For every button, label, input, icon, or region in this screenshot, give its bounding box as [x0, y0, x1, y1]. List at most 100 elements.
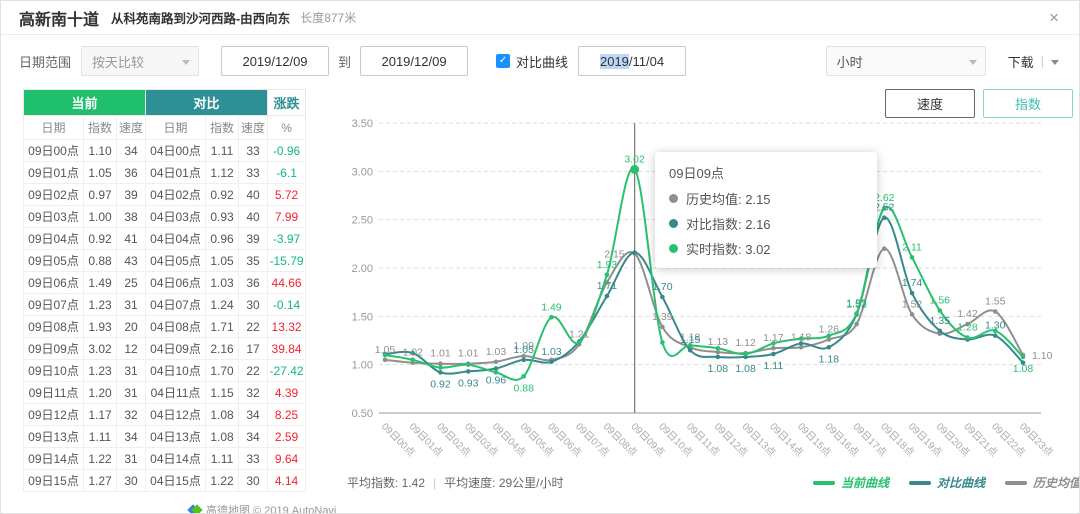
tooltip-row-text: 对比指数: 2.16 [686, 217, 771, 232]
table-cell: 1.24 [205, 293, 240, 316]
table-cell: 1.05 [83, 161, 117, 184]
table-cell: -0.96 [267, 139, 307, 162]
hourly-data-table: 当前 对比 涨跌 日期 指数 速度 日期 指数 速度% 09日00点 1.10 34 04日00… [22, 89, 307, 492]
end-date-value: 2019/12/09 [381, 53, 447, 69]
table-cell: -15.79 [267, 249, 307, 272]
download-button[interactable]: 下载 | [1008, 52, 1059, 71]
table-cell: 1.08 [205, 403, 240, 426]
series-dot-icon [669, 244, 678, 253]
legend-item[interactable]: 历史均值 [1004, 474, 1079, 491]
svg-text:1.21: 1.21 [569, 328, 590, 340]
granularity-value: 小时 [836, 54, 863, 70]
svg-text:1.28: 1.28 [957, 322, 978, 334]
svg-text:0.96: 0.96 [486, 375, 507, 387]
table-row: 09日12点 1.17 32 04日12点 1.08 34 8.25 [23, 403, 307, 426]
avg-speed-stat: 平均速度: 29公里/小时 [444, 476, 564, 490]
table-cell: 04日06点 [145, 271, 207, 294]
close-icon[interactable]: × [1049, 8, 1059, 27]
svg-text:1.74: 1.74 [902, 277, 923, 289]
table-cell: 1.71 [205, 315, 240, 338]
table-cell: 31 [115, 447, 147, 470]
compare-date-year-selected: 2019 [599, 53, 629, 69]
table-cell: -3.97 [267, 227, 307, 250]
granularity-select[interactable]: 小时 [825, 46, 986, 76]
table-cell: 25 [115, 271, 147, 294]
table-row: 09日05点 0.88 43 04日05点 1.05 35 -15.79 [23, 249, 307, 272]
compare-group-header: 对比 [145, 89, 269, 116]
series-dot-icon [669, 219, 678, 228]
table-cell: 04日11点 [145, 381, 207, 404]
svg-text:1.02: 1.02 [403, 347, 424, 359]
table-cell: 09日14点 [23, 447, 84, 470]
table-cell: 43 [115, 249, 147, 272]
table-cell: 22 [238, 315, 269, 338]
table-cell: 1.03 [205, 271, 240, 294]
table-cell: 2.59 [267, 425, 307, 448]
table-cell: 40 [238, 183, 269, 206]
table-row: 09日00点 1.10 34 04日00点 1.11 33 -0.96 [23, 139, 307, 162]
table-cell: -6.1 [267, 161, 307, 184]
table-cell: 1.11 [83, 425, 117, 448]
table-cell: 33 [238, 447, 269, 470]
svg-text:1.55: 1.55 [985, 296, 1006, 308]
table-cell: 04日07点 [145, 293, 207, 316]
table-cell: 1.05 [205, 249, 240, 272]
tooltip-row: 对比指数: 2.16 [669, 214, 863, 233]
end-date-input[interactable]: 2019/12/09 [360, 46, 469, 76]
table-cell: -27.42 [267, 359, 307, 382]
svg-text:1.03: 1.03 [541, 346, 562, 358]
table-cell: 1.27 [83, 469, 117, 492]
legend-swatch-icon [1004, 480, 1027, 485]
speed-tab-button[interactable]: 速度 [885, 89, 975, 118]
compare-date-input[interactable]: 2019/11/04 [578, 46, 687, 76]
table-cell: 09日11点 [23, 381, 84, 404]
table-cell: 4.14 [267, 469, 307, 492]
compare-curve-checkbox[interactable]: ✓ [496, 54, 511, 68]
table-cell: 13.32 [267, 315, 307, 338]
table-cell: 09日01点 [23, 161, 84, 184]
svg-text:1.13: 1.13 [708, 336, 729, 348]
table-cell: 09日08点 [23, 315, 84, 338]
table-cell: 1.11 [205, 139, 240, 162]
table-cell: 31 [115, 293, 147, 316]
table-cell: 36 [238, 271, 269, 294]
table-cell: 1.70 [205, 359, 240, 382]
table-cell: 1.08 [205, 425, 240, 448]
table-cell: 1.20 [83, 381, 117, 404]
table-cell: 36 [115, 161, 147, 184]
line-chart-canvas[interactable]: 0.501.001.502.002.503.003.5009日00点09日01点… [341, 86, 1080, 514]
table-cell: 32 [115, 403, 147, 426]
column-header: % [267, 115, 307, 140]
table-row: 09日11点 1.20 31 04日11点 1.15 32 4.39 [23, 381, 307, 404]
table-cell: 09日00点 [23, 139, 84, 162]
compare-mode-select[interactable]: 按天比较 [81, 46, 200, 76]
index-tab-button[interactable]: 指数 [983, 89, 1073, 118]
legend-item[interactable]: 对比曲线 [908, 474, 985, 491]
svg-text:1.18: 1.18 [791, 331, 812, 343]
table-row: 09日09点 3.02 12 04日09点 2.16 17 39.84 [23, 337, 307, 360]
table-cell: 20 [115, 315, 147, 338]
table-cell: -0.14 [267, 293, 307, 316]
table-cell: 09日13点 [23, 425, 84, 448]
chevron-down-icon [182, 60, 191, 65]
table-cell: 1.23 [83, 359, 117, 382]
svg-text:1.11: 1.11 [764, 360, 784, 372]
svg-text:1.93: 1.93 [597, 259, 618, 271]
table-cell: 1.12 [205, 161, 240, 184]
legend-item[interactable]: 当前曲线 [812, 474, 889, 491]
table-cell: 09日09点 [23, 337, 84, 360]
svg-text:1.15: 1.15 [680, 334, 701, 346]
svg-text:1.70: 1.70 [652, 281, 673, 293]
table-cell: 04日05点 [145, 249, 207, 272]
chart-tooltip: 09日09点 历史均值: 2.15 对比指数: 2.16 实时指数: 3.02 [655, 152, 877, 268]
column-headers: 日期 指数 速度 日期 指数 速度% [23, 115, 307, 140]
start-date-input[interactable]: 2019/12/09 [221, 46, 330, 76]
svg-text:1.05: 1.05 [513, 344, 534, 356]
table-cell: 04日03点 [145, 205, 207, 228]
table-cell: 04日09点 [145, 337, 207, 360]
table-cell: 1.23 [83, 293, 117, 316]
svg-text:3.02: 3.02 [624, 153, 645, 165]
table-cell: 1.10 [83, 139, 117, 162]
chevron-down-icon [1051, 59, 1059, 65]
svg-text:1.05: 1.05 [375, 344, 396, 356]
